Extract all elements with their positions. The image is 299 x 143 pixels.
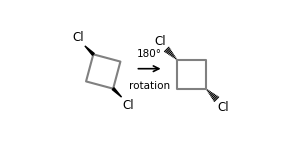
Text: Cl: Cl: [122, 99, 134, 112]
Text: rotation: rotation: [129, 81, 170, 91]
Text: 180°: 180°: [137, 49, 162, 59]
Text: Cl: Cl: [217, 101, 229, 114]
Text: Cl: Cl: [73, 31, 84, 44]
Text: Cl: Cl: [154, 35, 166, 48]
Polygon shape: [112, 88, 122, 97]
Polygon shape: [85, 46, 94, 55]
